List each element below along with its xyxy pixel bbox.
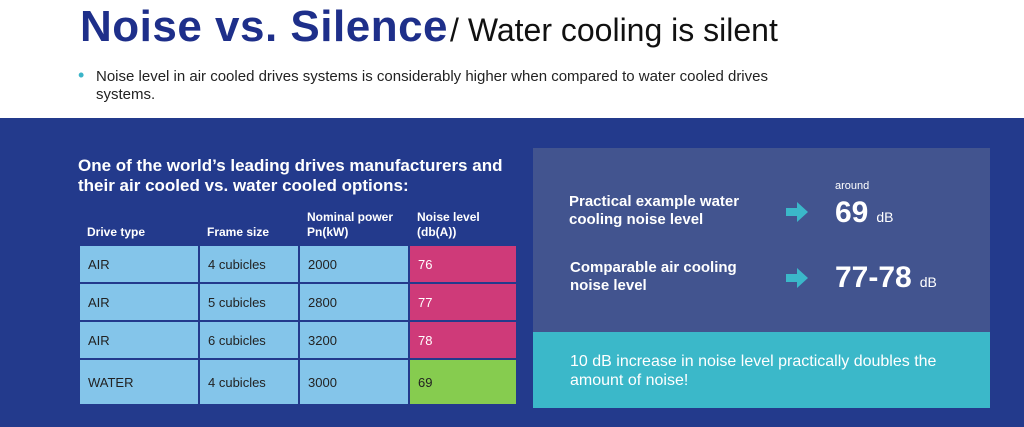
noise-table: Drive type Frame size Nominal power Pn(k…	[78, 210, 518, 406]
footnote-box	[533, 332, 990, 408]
cell-drive-type: AIR	[78, 320, 200, 360]
title-sub: / Water cooling is silent	[450, 12, 778, 48]
cell-noise: 76	[408, 244, 518, 284]
title-main: Noise vs. Silence	[80, 2, 449, 51]
cell-power: 3000	[298, 358, 410, 406]
table-row: WATER 4 cubicles 3000 69	[78, 358, 518, 406]
cell-drive-type: WATER	[78, 358, 200, 406]
cell-noise: 78	[408, 320, 518, 360]
water-noise-value: 69 dB	[835, 196, 894, 230]
table-row: AIR 6 cubicles 3200 78	[78, 320, 518, 360]
header-noise-level: Noise level (db(A))	[417, 210, 480, 239]
footnote-text: 10 dB increase in noise level practicall…	[570, 353, 937, 389]
cell-noise: 77	[408, 282, 518, 322]
water-unit: dB	[876, 209, 894, 225]
cell-drive-type: AIR	[78, 282, 200, 322]
cell-frame-size: 6 cubicles	[198, 320, 300, 360]
cell-power: 2800	[298, 282, 410, 322]
bullet-text: Noise level in air cooled drives systems…	[96, 68, 768, 103]
cell-power: 2000	[298, 244, 410, 284]
header-drive-type: Drive type	[87, 225, 146, 239]
cell-drive-type: AIR	[78, 244, 200, 284]
header-nominal-power: Nominal power Pn(kW)	[307, 210, 394, 239]
air-example-label: Comparable air cooling noise level	[570, 259, 737, 294]
air-noise-value: 77-78 dB	[835, 261, 937, 295]
page-title: Noise vs. Silence/ Water cooling is sile…	[80, 2, 778, 52]
cell-power: 3200	[298, 320, 410, 360]
around-label: around	[835, 180, 870, 192]
cell-frame-size: 5 cubicles	[198, 282, 300, 322]
example-panel	[533, 148, 990, 332]
header-frame-size: Frame size	[207, 225, 270, 239]
table-row: AIR 4 cubicles 2000 76	[78, 244, 518, 284]
cell-frame-size: 4 cubicles	[198, 358, 300, 406]
water-example-label: Practical example water cooling noise le…	[569, 193, 740, 228]
bullet-dot-icon: •	[78, 65, 85, 85]
air-value: 77-78	[835, 261, 912, 294]
water-value: 69	[835, 196, 869, 229]
table-heading: One of the world’s leading drives manufa…	[78, 156, 503, 195]
arrow-right-icon	[786, 202, 808, 222]
air-unit: dB	[919, 274, 937, 290]
table-row: AIR 5 cubicles 2800 77	[78, 282, 518, 322]
cell-noise: 69	[408, 358, 518, 406]
bullet-point: • Noise level in air cooled drives syste…	[78, 65, 776, 104]
arrow-right-icon	[786, 268, 808, 288]
cell-frame-size: 4 cubicles	[198, 244, 300, 284]
